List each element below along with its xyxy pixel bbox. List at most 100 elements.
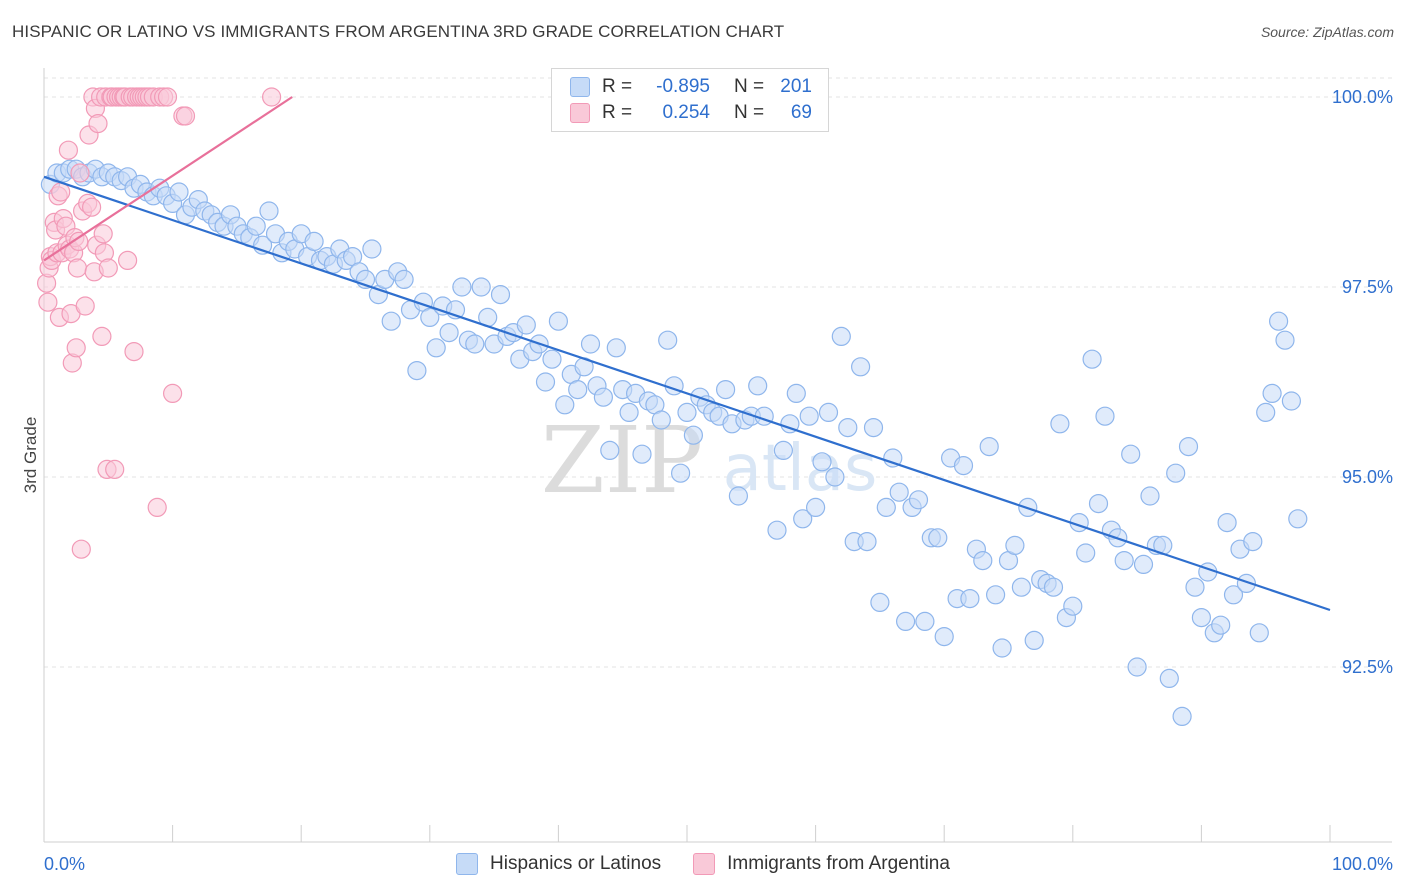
bottom-legend-argentina[interactable]: Immigrants from Argentina xyxy=(693,853,950,875)
hispanics-point xyxy=(883,448,903,468)
hispanics-point xyxy=(606,338,626,358)
hispanics-point xyxy=(394,269,414,289)
hispanics-point xyxy=(1178,437,1199,457)
hispanics-point xyxy=(683,425,704,445)
hispanics-point xyxy=(979,437,999,457)
hispanics-point xyxy=(715,380,736,400)
bottom-legend: Hispanics or Latinos Immigrants from Arg… xyxy=(0,851,1406,877)
hispanics-point xyxy=(895,611,916,632)
hispanics-point xyxy=(1050,414,1070,434)
hispanics-point xyxy=(407,361,427,381)
argentina-point xyxy=(67,258,88,278)
hispanics-point xyxy=(780,414,800,434)
hispanics-point xyxy=(169,182,189,202)
bottom-legend-hispanics[interactable]: Hispanics or Latinos xyxy=(456,853,661,875)
hispanics-point xyxy=(767,520,787,540)
bottom-legend-swatch-hispanics xyxy=(456,853,479,875)
hispanics-point xyxy=(1281,391,1302,411)
hispanics-point xyxy=(953,456,974,476)
legend-swatch-hispanics xyxy=(570,77,590,97)
hispanics-point xyxy=(992,638,1012,658)
hispanics-point xyxy=(490,285,511,305)
hispanics-point xyxy=(1288,509,1308,529)
argentina-point xyxy=(262,87,282,107)
argentina-point xyxy=(88,113,108,134)
y-tick-label: 97.5% xyxy=(1342,277,1393,297)
hispanics-point xyxy=(677,402,697,422)
argentina-point xyxy=(105,459,125,479)
hispanics-point xyxy=(593,387,614,407)
hispanics-point xyxy=(786,383,806,403)
hispanics-point xyxy=(535,372,556,392)
grid-lines xyxy=(44,77,1392,668)
hispanics-point xyxy=(362,239,382,259)
argentina-point xyxy=(124,342,144,362)
hispanics-point xyxy=(1236,573,1257,594)
hispanics-point xyxy=(876,497,896,517)
hispanics-point xyxy=(1185,577,1205,597)
hispanics-point xyxy=(1140,486,1160,506)
legend-n-label: N = xyxy=(734,76,765,97)
legend-box: R = -0.895 N = 201 R = 0.254 N = 69 xyxy=(551,68,829,132)
legend-n-value: 201 xyxy=(780,76,812,97)
hispanics-point xyxy=(420,307,440,327)
hispanics-point xyxy=(1262,383,1282,403)
hispanics-point xyxy=(548,311,569,331)
hispanics-point xyxy=(1268,311,1289,331)
argentina-point xyxy=(69,231,89,251)
argentina-point xyxy=(71,539,91,559)
hispanics-point xyxy=(934,626,954,647)
legend-r-value: -0.895 xyxy=(656,76,710,97)
hispanics-point xyxy=(670,463,691,483)
hispanics-point xyxy=(1011,577,1032,597)
hispanics-point xyxy=(889,482,909,502)
hispanics-point xyxy=(516,315,536,335)
hispanics-point xyxy=(1005,535,1025,556)
y-axis-title: 3rd Grade xyxy=(21,417,40,494)
argentina-trend-line xyxy=(43,96,293,262)
hispanics-point xyxy=(1121,444,1141,464)
argentina-point xyxy=(93,224,113,244)
hispanics-point xyxy=(1088,494,1109,514)
hispanics-point xyxy=(651,410,671,430)
watermark-atlas: atlas xyxy=(723,432,878,506)
bottom-legend-label-hispanics: Hispanics or Latinos xyxy=(490,853,662,874)
hispanics-point xyxy=(1082,349,1102,369)
hispanics-point xyxy=(619,402,639,422)
argentina-point xyxy=(81,197,102,217)
hispanics-point xyxy=(960,588,980,609)
series-argentina-points xyxy=(36,87,282,559)
argentina-point xyxy=(98,258,118,278)
argentina-point xyxy=(75,296,95,316)
hispanics-point xyxy=(1095,406,1115,426)
legend-r-label: R = xyxy=(602,76,633,97)
trend-lines xyxy=(43,96,1331,612)
hispanics-point xyxy=(1172,706,1192,727)
y-tick-label: 92.5% xyxy=(1342,657,1393,677)
hispanics-point xyxy=(799,406,819,426)
series-hispanics-points xyxy=(40,159,1308,727)
hispanics-point xyxy=(632,444,652,464)
hispanics-point xyxy=(838,418,858,438)
hispanics-point xyxy=(1275,330,1295,350)
x-tick-label-min: 0.0% xyxy=(44,854,85,874)
hispanics-point xyxy=(1211,615,1231,635)
hispanics-point xyxy=(915,611,935,632)
hispanics-point xyxy=(1043,577,1064,597)
hispanics-point xyxy=(985,585,1006,605)
argentina-point xyxy=(38,292,58,312)
hispanics-point xyxy=(1133,554,1154,575)
argentina-point xyxy=(147,497,167,517)
hispanics-point xyxy=(793,509,813,529)
hispanics-point xyxy=(452,277,472,297)
hispanics-trend-line xyxy=(43,175,1331,612)
bottom-legend-label-argentina: Immigrants from Argentina xyxy=(727,853,950,874)
argentina-point xyxy=(117,250,138,270)
legend-row-hispanics: R = -0.895 N = 201 xyxy=(570,74,812,100)
legend-n-value: 69 xyxy=(790,102,812,123)
hispanics-point xyxy=(1223,585,1244,605)
argentina-point xyxy=(175,106,196,126)
hispanics-point xyxy=(555,395,575,415)
hispanics-point xyxy=(973,550,993,571)
